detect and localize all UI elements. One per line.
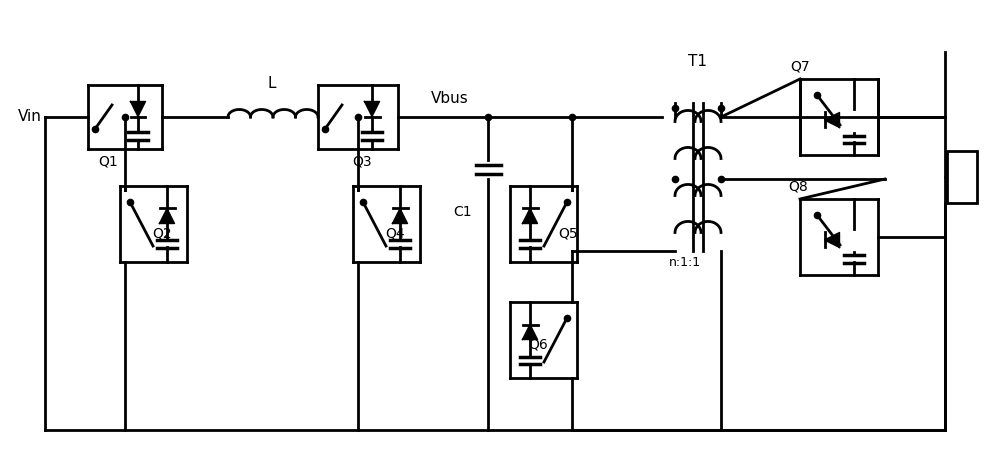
Polygon shape (364, 101, 380, 117)
FancyBboxPatch shape (947, 151, 977, 203)
Text: Q2: Q2 (152, 227, 172, 241)
Polygon shape (825, 112, 840, 127)
Text: Q5: Q5 (558, 227, 578, 241)
Text: Q3: Q3 (352, 155, 372, 169)
Text: T1: T1 (688, 54, 708, 69)
Polygon shape (392, 209, 408, 224)
Text: n:1:1: n:1:1 (669, 255, 701, 269)
Polygon shape (160, 209, 175, 224)
Text: Q6: Q6 (528, 337, 548, 351)
Text: C1: C1 (453, 205, 472, 219)
Polygon shape (522, 209, 538, 224)
Text: L: L (268, 76, 276, 92)
Polygon shape (825, 233, 840, 247)
Text: 载: 载 (958, 180, 966, 194)
Text: Q8: Q8 (788, 180, 808, 194)
Polygon shape (130, 101, 145, 117)
Polygon shape (522, 325, 538, 339)
Text: Q7: Q7 (790, 60, 810, 74)
Text: Vbus: Vbus (431, 92, 469, 107)
Text: Q1: Q1 (98, 155, 118, 169)
Text: 负: 负 (958, 160, 966, 174)
Text: Vin: Vin (18, 110, 42, 125)
Text: Q4: Q4 (385, 227, 405, 241)
